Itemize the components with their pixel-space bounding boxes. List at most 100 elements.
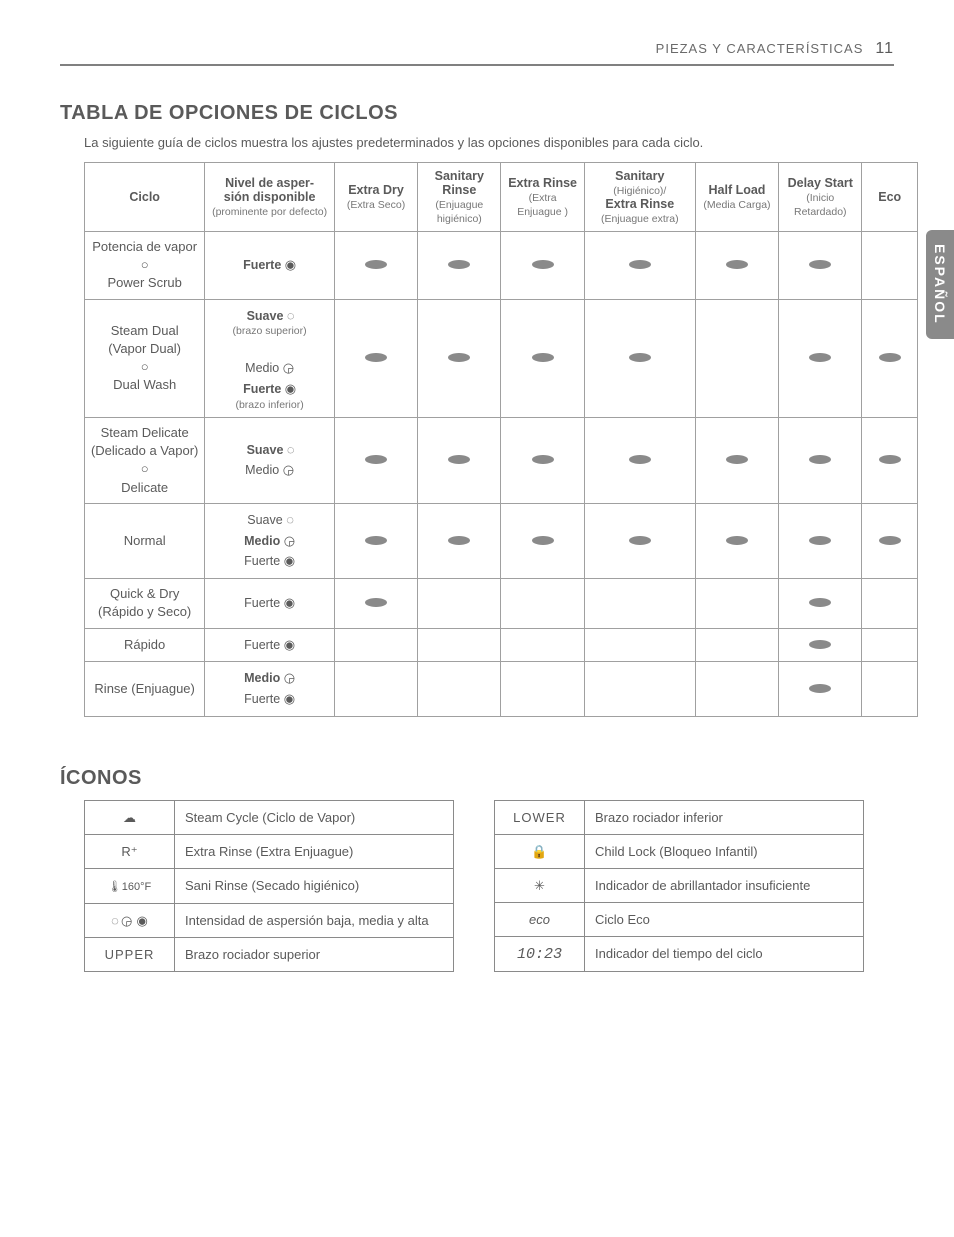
table-row: RápidoFuerte [85,628,918,662]
spirals-icon [85,903,175,937]
option-cell [779,232,862,300]
option-cell [334,579,417,628]
r-icon [85,835,175,869]
legend-text: Indicador de abrillantador insuficiente [585,868,864,902]
legend-row: Brazo rociador superior [85,937,454,971]
available-dot-icon [879,353,901,362]
option-cell [501,662,584,717]
clock-icon [495,936,585,971]
legend-row: Brazo rociador inferior [495,800,864,834]
language-tab: ESPAÑOL [926,230,954,339]
table-row: Rinse (Enjuague)Medio Fuerte [85,662,918,717]
col-delay-start: Delay Start(Inicio Retardado) [779,163,862,232]
available-dot-icon [448,260,470,269]
option-cell [584,503,695,578]
option-cell [501,628,584,662]
available-dot-icon [532,455,554,464]
option-cell [334,503,417,578]
col-extra-rinse: Extra Rinse(Extra Enjuague ) [501,163,584,232]
option-cell [584,579,695,628]
col-extra-dry: Extra Dry(Extra Seco) [334,163,417,232]
option-cell [334,662,417,717]
option-cell [501,299,584,417]
available-dot-icon [629,536,651,545]
option-cell [695,628,778,662]
option-cell [501,418,584,504]
option-cell [418,579,501,628]
available-dot-icon [726,260,748,269]
available-dot-icon [809,260,831,269]
available-dot-icon [365,455,387,464]
lower-icon [495,800,585,834]
col-sanitary-extra: Sanitary(Higiénico)/ Extra Rinse(Enjuagu… [584,163,695,232]
option-cell [862,232,918,300]
option-cell [334,299,417,417]
legend-text: Brazo rociador inferior [585,800,864,834]
table-row: NormalSuave Medio Fuerte [85,503,918,578]
available-dot-icon [532,353,554,362]
available-dot-icon [448,353,470,362]
therm-icon [85,869,175,903]
legend-row: Child Lock (Bloqueo Infantil) [495,834,864,868]
cycle-name-cell: Rápido [85,628,205,662]
upper-icon [85,937,175,971]
legend-table-right: Brazo rociador inferiorChild Lock (Bloqu… [494,800,864,972]
available-dot-icon [879,536,901,545]
spray-level-cell: Suave Medio Fuerte [205,503,335,578]
table-row: Steam Delicate(Delicado a Vapor)○Delicat… [85,418,918,504]
legend-row: Ciclo Eco [495,902,864,936]
section-title-ciclos: TABLA DE OPCIONES DE CICLOS [60,102,894,125]
option-cell [501,232,584,300]
option-cell [779,299,862,417]
available-dot-icon [726,455,748,464]
available-dot-icon [448,536,470,545]
cycle-name-cell: Potencia de vapor○Power Scrub [85,232,205,300]
cycle-options-table: Ciclo Nivel de asper- sión disponible (p… [84,162,918,717]
option-cell [695,503,778,578]
available-dot-icon [809,684,831,693]
legend-text: Sani Rinse (Secado higiénico) [175,869,454,903]
header-section: PIEZAS Y CARACTERÍSTICAS [656,41,864,56]
available-dot-icon [809,455,831,464]
sun-icon [495,868,585,902]
option-cell [418,299,501,417]
spray-level-cell: Medio Fuerte [205,662,335,717]
available-dot-icon [629,353,651,362]
cycle-name-cell: Steam Delicate(Delicado a Vapor)○Delicat… [85,418,205,504]
legend-row: Intensidad de aspersión baja, media y al… [85,903,454,937]
spray-level-cell: Fuerte [205,628,335,662]
option-cell [501,503,584,578]
option-cell [695,662,778,717]
option-cell [862,628,918,662]
option-cell [584,418,695,504]
available-dot-icon [365,598,387,607]
option-cell [779,579,862,628]
option-cell [862,503,918,578]
page-number: 11 [875,40,894,58]
available-dot-icon [879,455,901,464]
legend-table-left: Steam Cycle (Ciclo de Vapor)Extra Rinse … [84,800,454,972]
option-cell [334,232,417,300]
cycle-name-cell: Quick & Dry(Rápido y Seco) [85,579,205,628]
available-dot-icon [726,536,748,545]
legend-text: Ciclo Eco [585,902,864,936]
eco-icon [495,902,585,936]
option-cell [418,662,501,717]
legend-text: Child Lock (Bloqueo Infantil) [585,834,864,868]
legend-text: Intensidad de aspersión baja, media y al… [175,903,454,937]
spray-level-cell: Suave (brazo superior)Medio Fuerte (braz… [205,299,335,417]
option-cell [418,232,501,300]
available-dot-icon [809,598,831,607]
available-dot-icon [365,260,387,269]
table-row: Potencia de vapor○Power ScrubFuerte [85,232,918,300]
legend-text: Extra Rinse (Extra Enjuague) [175,835,454,869]
col-ciclo: Ciclo [85,163,205,232]
option-cell [779,503,862,578]
available-dot-icon [629,260,651,269]
col-eco: Eco [862,163,918,232]
option-cell [779,628,862,662]
legend-row: Extra Rinse (Extra Enjuague) [85,835,454,869]
option-cell [584,662,695,717]
option-cell [418,418,501,504]
option-cell [862,579,918,628]
